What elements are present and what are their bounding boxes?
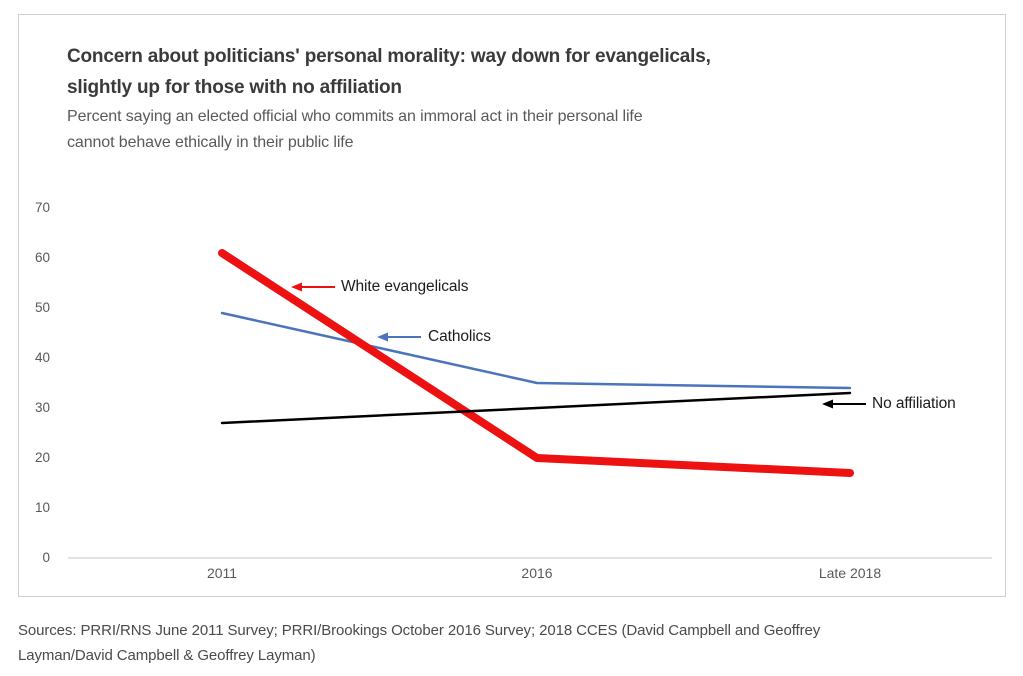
y-tick-label: 0 bbox=[42, 550, 50, 565]
chart-card: Concern about politicians' personal mora… bbox=[18, 14, 1006, 597]
y-tick-label: 40 bbox=[34, 350, 50, 365]
source-note: Sources: PRRI/RNS June 2011 Survey; PRRI… bbox=[18, 618, 820, 668]
y-tick-label: 10 bbox=[34, 500, 50, 515]
y-tick-label: 60 bbox=[34, 250, 50, 265]
chart-subtitle-line2: cannot behave ethically in their public … bbox=[67, 134, 354, 151]
y-tick-label: 20 bbox=[34, 450, 50, 465]
chart-title: Concern about politicians' personal mora… bbox=[67, 41, 711, 103]
series-annotation-white-evangelicals: White evangelicals bbox=[341, 278, 469, 295]
y-tick-label: 70 bbox=[34, 200, 50, 215]
y-tick-label: 50 bbox=[34, 300, 50, 315]
source-note-line1: Sources: PRRI/RNS June 2011 Survey; PRRI… bbox=[18, 622, 821, 639]
chart-title-line1: Concern about politicians' personal mora… bbox=[67, 46, 711, 67]
x-tick-label: 2016 bbox=[521, 565, 553, 581]
chart-subtitle: Percent saying an elected official who c… bbox=[67, 104, 643, 156]
chart-subtitle-line1: Percent saying an elected official who c… bbox=[67, 108, 643, 125]
x-tick-label: 2011 bbox=[206, 565, 238, 581]
series-annotation-no-affiliation: No affiliation bbox=[872, 395, 956, 412]
chart-title-line2: slightly up for those with no affiliatio… bbox=[67, 77, 402, 98]
series-annotation-catholics: Catholics bbox=[428, 328, 491, 345]
source-note-line2: Layman/David Campbell & Geoffrey Layman) bbox=[18, 647, 316, 664]
y-tick-label: 30 bbox=[34, 400, 50, 415]
x-tick-label: Late 2018 bbox=[818, 565, 882, 581]
